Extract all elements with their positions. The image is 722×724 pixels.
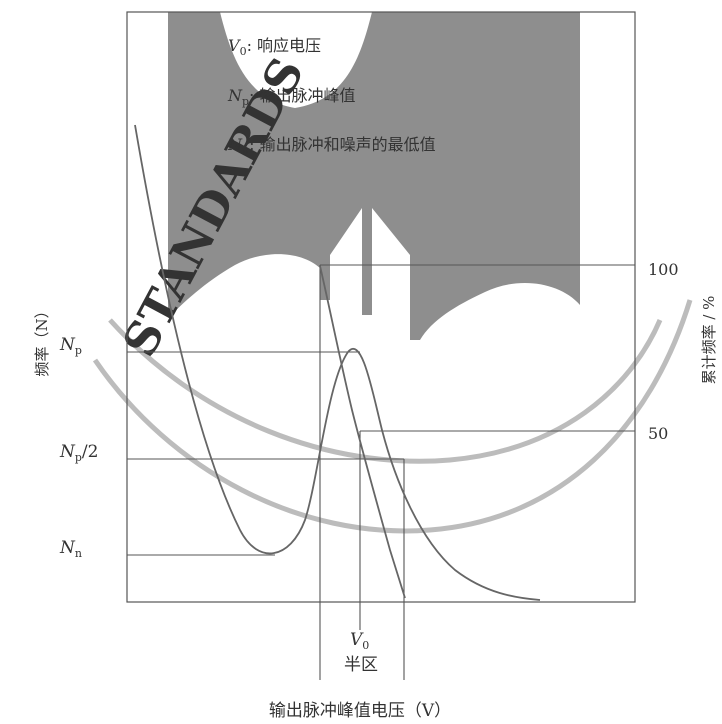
legend-entry: V0: 响应电压	[228, 36, 321, 58]
right-tick-label: 100	[648, 260, 679, 279]
x-axis-label: 输出脉冲峰值电压（V）	[269, 701, 451, 721]
watermark-arc	[92, 299, 693, 534]
v0-bottom-label: V0	[350, 630, 369, 652]
legend: V0: 响应电压 Np: 输出脉冲峰值 Nn: 输出脉冲和噪声的最低值	[227, 36, 436, 157]
left-tick-label: Np/2	[59, 442, 98, 464]
left-tick-label: Nn	[59, 538, 82, 560]
left-tick-label: Np	[59, 335, 82, 357]
legend-entry: Nn: 输出脉冲和噪声的最低值	[227, 135, 436, 157]
watermark-emblem	[168, 12, 580, 340]
right-tick-labels: 100 50	[648, 260, 679, 443]
legend-entry: Np: 输出脉冲峰值	[227, 86, 356, 108]
series-cumulative-curve	[319, 265, 406, 599]
y-axis-left-label: 频率（N）	[33, 303, 51, 376]
half-zone-label: 半区	[344, 655, 378, 675]
right-tick-label: 50	[648, 424, 668, 443]
v0-half-zone-labels: V0 半区	[344, 630, 378, 675]
series-frequency-curve	[134, 124, 541, 601]
y-axis-right-label: 累计频率 / %	[700, 296, 718, 385]
plot-frame	[126, 11, 636, 603]
reference-lines	[127, 264, 635, 680]
left-tick-labels: Np Np/2 Nn	[59, 335, 98, 560]
